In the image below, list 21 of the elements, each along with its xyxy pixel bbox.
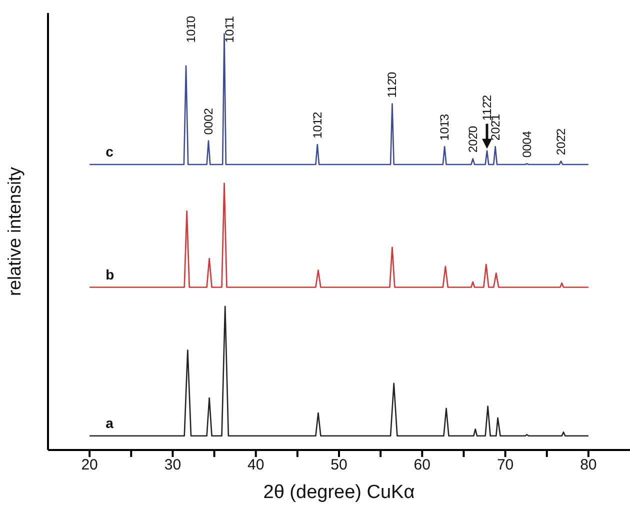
annotation: 101̄1 — [222, 16, 236, 43]
x-axis-title: 2θ (degree) CuKα — [263, 482, 415, 503]
x-tick-label: 20 — [81, 456, 98, 474]
annotation: 0004 — [520, 130, 534, 158]
x-tick-label: 50 — [330, 456, 348, 474]
series-label: b — [106, 266, 114, 282]
x-tick-label: 70 — [496, 456, 514, 474]
x-tick-label: 40 — [248, 456, 264, 474]
series-label: a — [106, 414, 114, 431]
annotation: 202̄2 — [554, 128, 568, 156]
annotation: 202̄0 — [466, 126, 480, 153]
y-axis-title: relative intensity — [4, 166, 24, 296]
annotation: 101̄2 — [310, 111, 324, 139]
series-label: c — [106, 143, 114, 160]
x-tick-label: 30 — [164, 456, 182, 474]
x-tick-label: 80 — [580, 456, 597, 474]
annotation: 112̄0 — [385, 72, 400, 98]
annotation: 101̄3 — [438, 114, 452, 141]
annotation: 101̄0 — [184, 16, 198, 43]
annotation: 0002 — [201, 108, 216, 135]
x-tick-label: 60 — [414, 456, 430, 474]
